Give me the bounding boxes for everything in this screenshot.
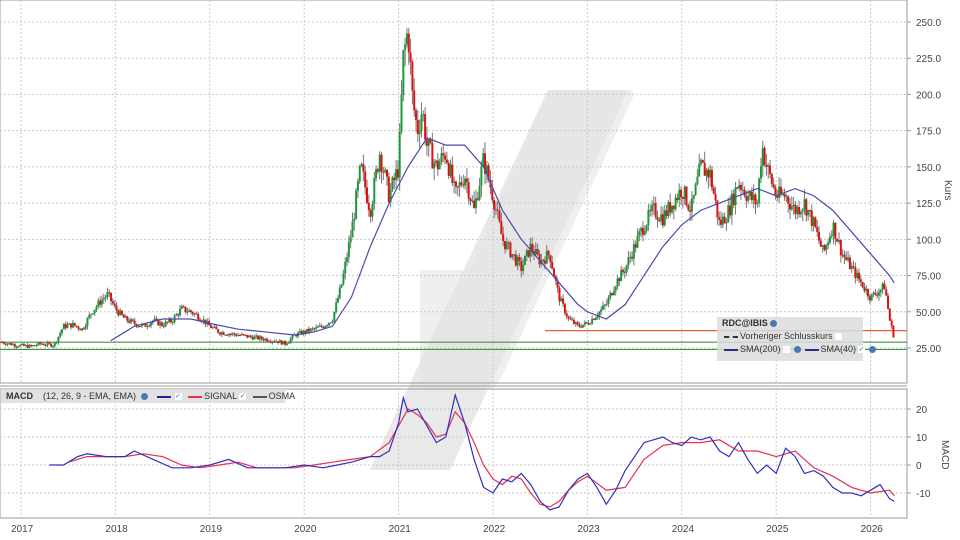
signal-swatch (188, 395, 203, 398)
macd-checkbox[interactable]: ✓ (174, 393, 182, 401)
macd-axis-title: MACD (939, 440, 950, 470)
svg-text:2021: 2021 (389, 524, 412, 535)
svg-text:2025: 2025 (766, 524, 789, 535)
svg-text:125.0: 125.0 (916, 199, 941, 210)
dashed-line-swatch (724, 335, 738, 338)
svg-text:2022: 2022 (483, 524, 506, 535)
prev-close-checkbox[interactable] (834, 333, 842, 341)
sma40-swatch (804, 348, 819, 351)
globe-icon[interactable] (140, 393, 148, 401)
price-axis-title: Kurs (942, 180, 953, 201)
svg-text:75.00: 75.00 (916, 272, 941, 283)
macd-line (49, 392, 895, 511)
svg-text:2017: 2017 (11, 524, 34, 535)
macd-params: (12, 26, 9 - EMA, EMA) (43, 391, 137, 401)
svg-text:150.0: 150.0 (916, 163, 941, 174)
price-legend: RDC@IBIS Vorheriger Schlusskurs SMA(200)… (717, 317, 877, 361)
svg-text:-10: -10 (916, 489, 931, 500)
signal-checkbox[interactable]: ✓ (239, 393, 247, 401)
legend-sma40: SMA(40) (820, 344, 857, 354)
svg-text:2023: 2023 (577, 524, 600, 535)
legend-sma200: SMA(200) (740, 344, 781, 354)
osma-checkbox[interactable] (297, 393, 305, 401)
globe-icon[interactable] (869, 346, 877, 354)
globe-icon[interactable] (769, 320, 777, 328)
svg-text:50.00: 50.00 (916, 308, 941, 319)
macd-title: MACD (6, 391, 33, 401)
macd-legend: MACD (12, 26, 9 - EMA, EMA) ✓ SIGNAL ✓ OS… (1, 389, 305, 403)
svg-text:25.00: 25.00 (916, 344, 941, 355)
legend-signal: SIGNAL (204, 391, 238, 401)
signal-line (68, 408, 895, 508)
legend-osma: OSMA (268, 391, 296, 401)
svg-text:200.0: 200.0 (916, 90, 941, 101)
svg-text:100.0: 100.0 (916, 235, 941, 246)
svg-text:250.0: 250.0 (916, 18, 941, 29)
svg-text:2019: 2019 (200, 524, 223, 535)
osma-swatch (252, 395, 267, 398)
svg-text:175.0: 175.0 (916, 127, 941, 138)
svg-text:2026: 2026 (861, 524, 884, 535)
sma200-swatch (724, 348, 738, 351)
globe-icon[interactable] (793, 346, 801, 354)
sma40-checkbox[interactable]: ✓ (858, 346, 866, 354)
legend-symbol: RDC@IBIS (722, 318, 768, 328)
svg-text:225.0: 225.0 (916, 54, 941, 65)
watermark-logo (370, 90, 634, 470)
svg-text:10: 10 (916, 433, 928, 444)
svg-text:2018: 2018 (105, 524, 128, 535)
legend-prev-close: Vorheriger Schlusskurs (740, 331, 833, 341)
svg-text:2020: 2020 (294, 524, 317, 535)
sma40-line (110, 137, 895, 342)
svg-text:2024: 2024 (672, 524, 695, 535)
svg-text:0: 0 (916, 461, 922, 472)
macd-swatch (156, 395, 171, 398)
candles (1, 27, 895, 349)
svg-text:20: 20 (916, 405, 928, 416)
sma200-checkbox[interactable] (782, 346, 790, 354)
